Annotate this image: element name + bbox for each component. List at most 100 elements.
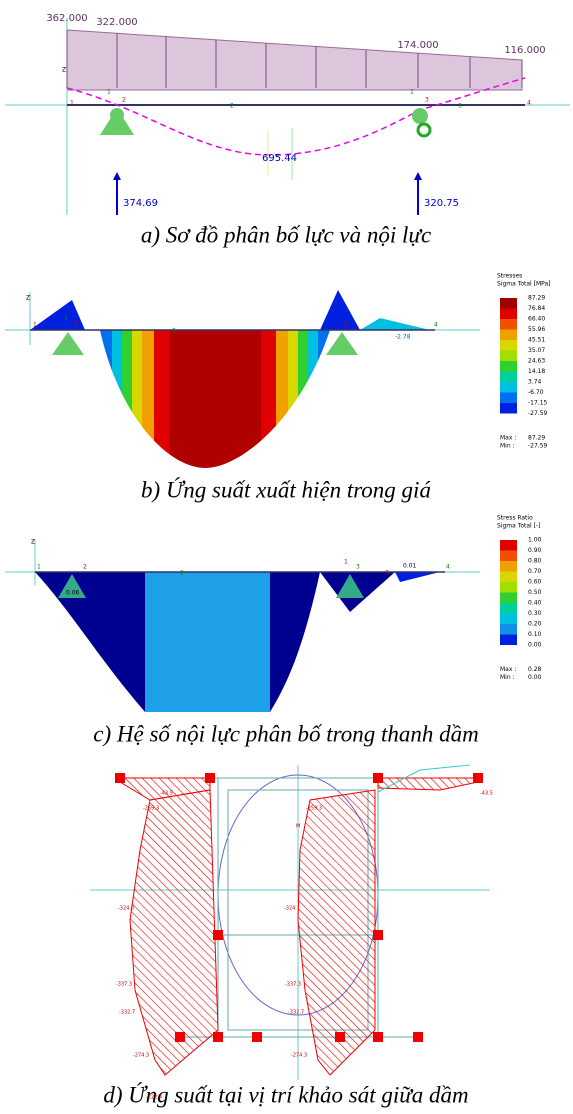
hatch — [377, 777, 479, 791]
legend-label: 14.18 — [528, 368, 545, 375]
stress-label: -332.7 — [119, 1010, 135, 1016]
node-label: 3 — [385, 570, 389, 577]
stress-label: -332.7 — [288, 1010, 304, 1016]
legend-swatch — [500, 561, 517, 572]
support — [412, 108, 428, 124]
node — [373, 773, 383, 783]
node — [373, 930, 383, 940]
legend-label: -17.15 — [528, 400, 548, 407]
support — [336, 574, 364, 598]
node-label: 2 — [230, 103, 234, 110]
legend-swatch — [500, 298, 517, 309]
legend-label: 0.60 — [528, 579, 542, 586]
node-label: 2 — [122, 97, 126, 104]
legend-swatch — [500, 340, 517, 351]
caption: a) Sơ đồ phân bố lực và nội lực — [141, 222, 431, 247]
ratio-area — [145, 572, 270, 712]
moment-label: 695.44 — [262, 153, 297, 164]
stress-band — [154, 330, 169, 468]
min-label: Min : — [500, 674, 515, 681]
reaction-label: 320.75 — [424, 198, 459, 209]
node — [213, 930, 223, 940]
node-label: 1 — [107, 89, 111, 96]
stress-label: -259.3 — [306, 806, 322, 812]
node-label: 1 — [344, 559, 348, 566]
legend-swatch — [500, 329, 517, 340]
stress-band — [132, 330, 142, 468]
load-label: 174.000 — [397, 40, 438, 51]
panel-a — [5, 18, 570, 215]
legend-label: 0.30 — [528, 610, 542, 617]
caption: b) Ứng suất xuất hiện trong giá — [141, 476, 431, 502]
value-label: 0.01 — [403, 563, 417, 570]
legend-swatch — [500, 350, 517, 361]
caption: d) Ứng suất tại vị trí khảo sát giữa dầm — [103, 1081, 468, 1107]
ratio-area — [395, 572, 440, 582]
legend-title: Stresses — [497, 273, 522, 280]
max-value: 87.29 — [528, 435, 545, 442]
legend-swatch — [500, 613, 517, 624]
node-label: 1 — [410, 89, 414, 96]
stress-band — [169, 330, 261, 468]
support — [416, 122, 432, 138]
legend-swatch — [500, 603, 517, 614]
legend-swatch — [500, 403, 517, 414]
stress-label: -274.3 — [291, 1053, 307, 1059]
legend-swatch — [500, 571, 517, 582]
legend-label: -6.70 — [528, 389, 544, 396]
max-label: Max : — [500, 435, 516, 442]
stress-label: -324 — [284, 906, 295, 912]
max-label: Max : — [500, 666, 516, 673]
legend-swatch — [500, 308, 517, 319]
stress-line — [377, 764, 471, 793]
stress-label: -259.3 — [143, 806, 159, 812]
load-label: 322.000 — [96, 17, 137, 28]
node-label: 1 — [70, 100, 74, 107]
legend-swatch — [500, 550, 517, 561]
section — [120, 777, 478, 1038]
stress-label: -43.5 — [480, 791, 493, 797]
reaction-label: 374.69 — [123, 198, 158, 209]
min-label: Min : — [500, 443, 515, 450]
arrowhead — [113, 172, 121, 180]
legend-title: Stress Ratio — [497, 515, 533, 522]
legend-label: 3.74 — [528, 379, 542, 386]
node — [473, 773, 483, 783]
node — [252, 1032, 262, 1042]
stress-band — [308, 330, 318, 468]
legend-swatch — [500, 319, 517, 330]
load-label: 362.000 — [46, 13, 87, 24]
legend-swatch — [500, 582, 517, 593]
stress-label: -43.5 — [160, 791, 173, 797]
stress-area — [30, 300, 85, 330]
legend-label: 35.07 — [528, 347, 545, 354]
value-label: 0.06 — [66, 590, 80, 597]
stress-band — [298, 330, 308, 468]
arrowhead — [414, 172, 422, 180]
legend-subtitle: Sigma Total [-] — [497, 523, 540, 530]
support — [326, 332, 358, 355]
legend-label: 87.29 — [528, 295, 545, 302]
stress-area — [360, 318, 430, 330]
node-label: 1 — [37, 564, 41, 571]
value-label: -2.78 — [395, 334, 411, 341]
max-value: 0.28 — [528, 666, 542, 673]
node-label: 3 — [425, 97, 429, 104]
legend-label: 0.00 — [528, 642, 542, 649]
panel-c — [5, 540, 480, 712]
legend-label: 0.40 — [528, 600, 542, 607]
caption: c) Hệ số nội lực phân bố trong thanh dầm — [93, 721, 478, 746]
legend-label: 1.00 — [528, 537, 542, 544]
stress-label: -337.3 — [116, 982, 132, 988]
panel-d — [90, 764, 490, 1080]
stress-label: -324.0 — [118, 906, 134, 912]
node — [115, 773, 125, 783]
stress-band — [261, 330, 276, 468]
stress-label: -337.3 — [285, 982, 301, 988]
stress-band — [122, 330, 132, 468]
node-label: 2 — [74, 321, 78, 328]
hatch — [297, 789, 376, 1076]
support — [110, 108, 124, 122]
legend-swatch — [500, 392, 517, 403]
stress-label: M — [296, 824, 300, 830]
